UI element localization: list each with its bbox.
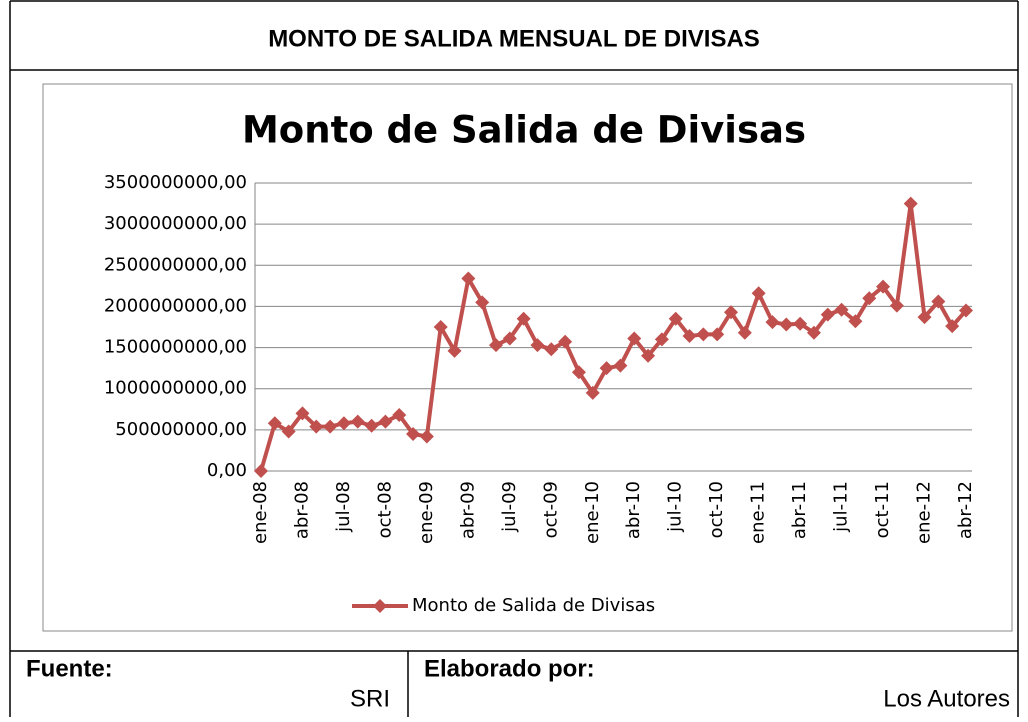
y-tick-label: 2000000000,00	[104, 295, 247, 316]
data-point	[378, 414, 393, 429]
x-tick-label: abr-12	[955, 481, 976, 539]
x-tick-label: oct-10	[706, 481, 727, 538]
data-point	[806, 325, 821, 340]
data-point	[447, 343, 462, 358]
data-point	[668, 311, 683, 326]
legend-label: Monto de Salida de Divisas	[412, 595, 655, 616]
data-point	[475, 295, 490, 310]
x-tick-label: abr-11	[789, 481, 810, 539]
y-tick-label: 2500000000,00	[104, 254, 247, 275]
author: Los Autores	[883, 685, 1010, 712]
data-point	[489, 338, 503, 353]
table-borders	[9, 0, 1019, 717]
x-tick-label: jul-08	[333, 481, 354, 533]
data-point	[267, 416, 282, 431]
y-tick-label: 1500000000,00	[104, 337, 247, 358]
data-point	[848, 314, 863, 329]
data-point	[392, 408, 407, 423]
x-tick-label: ene-09	[416, 481, 437, 544]
data-point	[599, 361, 614, 376]
x-tick-label: jul-11	[831, 481, 852, 533]
data-point	[834, 302, 849, 317]
chart-area	[42, 83, 1013, 632]
data-point	[281, 424, 296, 439]
x-tick-label: jul-10	[665, 481, 686, 533]
data-point	[765, 315, 780, 330]
y-tick-label: 3000000000,00	[104, 213, 247, 234]
x-tick-label: abr-08	[291, 481, 312, 539]
x-tick-label: ene-10	[582, 481, 603, 544]
y-tick-label: 1000000000,00	[104, 378, 247, 399]
x-tick-label: oct-09	[540, 481, 561, 538]
legend-marker	[373, 599, 387, 613]
data-point	[419, 429, 434, 444]
data-point	[876, 279, 891, 294]
author-label: Elaborado por:	[424, 655, 595, 682]
data-point	[931, 294, 946, 309]
data-point	[309, 419, 324, 434]
data-point	[641, 348, 656, 363]
data-point	[350, 414, 365, 429]
data-point	[530, 338, 545, 353]
y-tick-label: 0,00	[207, 460, 247, 481]
data-point	[737, 325, 752, 340]
data-point	[793, 316, 808, 331]
data-point	[295, 406, 310, 421]
source: SRI	[350, 685, 390, 712]
series-line	[259, 201, 968, 472]
x-tick-label: jul-09	[499, 481, 520, 533]
data-point	[558, 334, 573, 349]
data-point	[585, 385, 600, 400]
data-point	[820, 307, 835, 322]
x-tick-label: ene-12	[914, 481, 935, 544]
data-point	[710, 327, 725, 342]
data-point	[544, 342, 559, 357]
data-point	[323, 419, 338, 434]
data-point	[613, 358, 628, 373]
data-point	[917, 310, 932, 325]
data-point	[461, 271, 476, 286]
data-point	[364, 418, 379, 433]
x-tick-label: oct-11	[872, 481, 893, 538]
data-point	[696, 327, 711, 342]
x-tick-label: abr-10	[623, 481, 644, 539]
chart-title: Monto de Salida de Divisas	[242, 109, 806, 152]
data-point	[627, 331, 642, 346]
x-tick-label: ene-11	[748, 481, 769, 544]
x-tick-label: oct-08	[374, 481, 395, 538]
data-point	[945, 319, 960, 334]
y-tick-label: 3500000000,00	[104, 172, 247, 193]
data-point	[889, 298, 904, 313]
data-point	[571, 365, 586, 380]
data-point	[903, 196, 918, 211]
data-point	[406, 426, 421, 441]
x-tick-label: abr-09	[457, 481, 478, 539]
y-tick-label: 500000000,00	[115, 419, 247, 440]
data-point	[682, 329, 697, 344]
data-point	[502, 331, 517, 346]
data-point	[254, 464, 268, 478]
data-point	[751, 286, 766, 301]
data-point	[779, 317, 794, 332]
data-point	[516, 311, 531, 326]
header-title: MONTO DE SALIDA MENSUAL DE DIVISAS	[268, 25, 760, 52]
data-point	[433, 320, 448, 334]
source-label: Fuente:	[26, 655, 113, 682]
data-point	[336, 416, 351, 431]
data-point	[654, 332, 669, 347]
data-point	[724, 305, 738, 320]
x-tick-label: ene-08	[250, 481, 271, 544]
data-point	[862, 291, 877, 306]
data-point	[959, 303, 973, 318]
